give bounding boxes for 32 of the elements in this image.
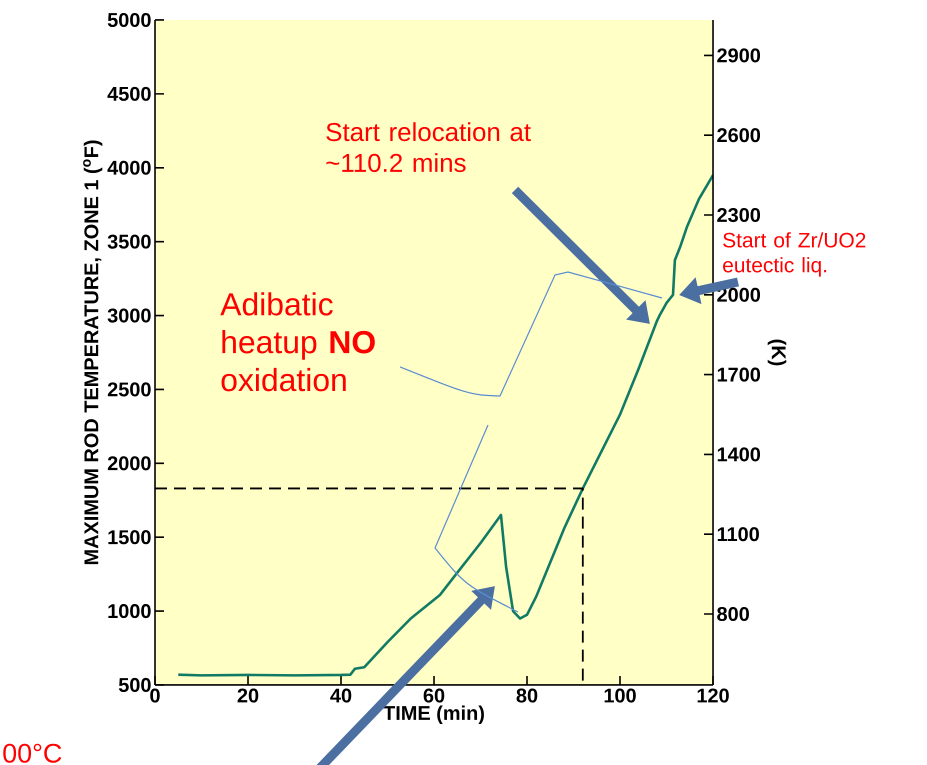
y-tick-label: 2000 [108,456,151,470]
y2-tick-label: 1700 [718,368,760,382]
x-tick-label: 40 [330,688,352,703]
y-tick-label: 1000 [108,604,151,618]
y-tick-label: 4000 [107,160,151,175]
y2-tick-label: 2300 [717,208,760,222]
y2-tick-label: 2600 [717,128,760,142]
text: Start of Zr/UO2 eutectic liq. [723,232,866,277]
x-axis-title: TIME (min) [383,705,484,724]
x-tick-label: 80 [516,688,538,703]
y-tick-label: 3500 [108,234,151,249]
y-tick-label: 2500 [108,382,151,396]
y-tick-label: 5000 [108,12,151,28]
y-tick-label: 1500 [108,530,151,544]
annotation: Start relocation at ~110.2 mins [326,122,531,172]
y2-tick-label: 800 [717,606,749,622]
x-tick-label: 20 [238,688,258,703]
annotation: Adibatic heatup NO oxidation [220,292,375,392]
y2-tick-label: 2000 [717,288,760,302]
x-tick-label: 0 [150,688,160,703]
x-tick-label: 120 [698,688,729,703]
y2-tick-label: 2900 [717,48,760,62]
y-tick-label: 500 [118,678,151,692]
y-tick-label: 3000 [108,308,151,323]
y-tick-label: 4500 [107,86,151,101]
y2-tick-label: 1100 [718,527,759,542]
y-axis-title: MAXIMUM ROD TEMPERATURE, ZONE 1 ($^{o}$F) [83,140,102,564]
y2-axis-title: (K) [768,340,786,366]
x-tick-label: 100 [604,688,636,703]
text: 00°C [3,744,62,763]
y2-tick-label: 1400 [718,447,760,462]
x-tick-label: 60 [424,688,444,703]
